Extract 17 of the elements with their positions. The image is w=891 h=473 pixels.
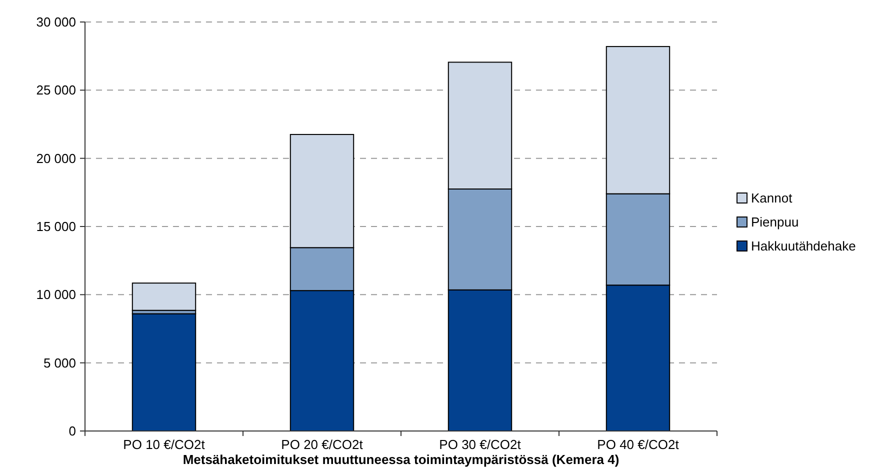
bar	[132, 313, 196, 432]
y-tick-label: 0	[68, 424, 76, 439]
legend-label: Hakkuutähdehake	[751, 238, 856, 254]
legend-label: Kannot	[751, 190, 793, 206]
x-tick-label: PO 20 €/CO2t	[281, 437, 364, 452]
y-tick-label: 30 000	[36, 14, 76, 30]
x-tick-label: PO 10 €/CO2t	[123, 437, 206, 452]
x-tick-label: PO 30 €/CO2t	[439, 437, 522, 452]
y-tick-label: 20 000	[36, 150, 76, 166]
x-tick-label: PO 40 €/CO2t	[597, 437, 680, 452]
legend-label: Pienpuu	[751, 214, 799, 230]
bar	[132, 282, 196, 311]
y-tick-label: 10 000	[36, 287, 76, 302]
y-tick-label: 15 000	[36, 219, 76, 234]
x-axis-title: Metsähaketoimitukset muuttuneessa toimintaympäristössä (Kemera 4)	[182, 452, 620, 467]
y-tick-label: 5 000	[43, 355, 76, 370]
y-tick-label: 25 000	[36, 82, 76, 98]
